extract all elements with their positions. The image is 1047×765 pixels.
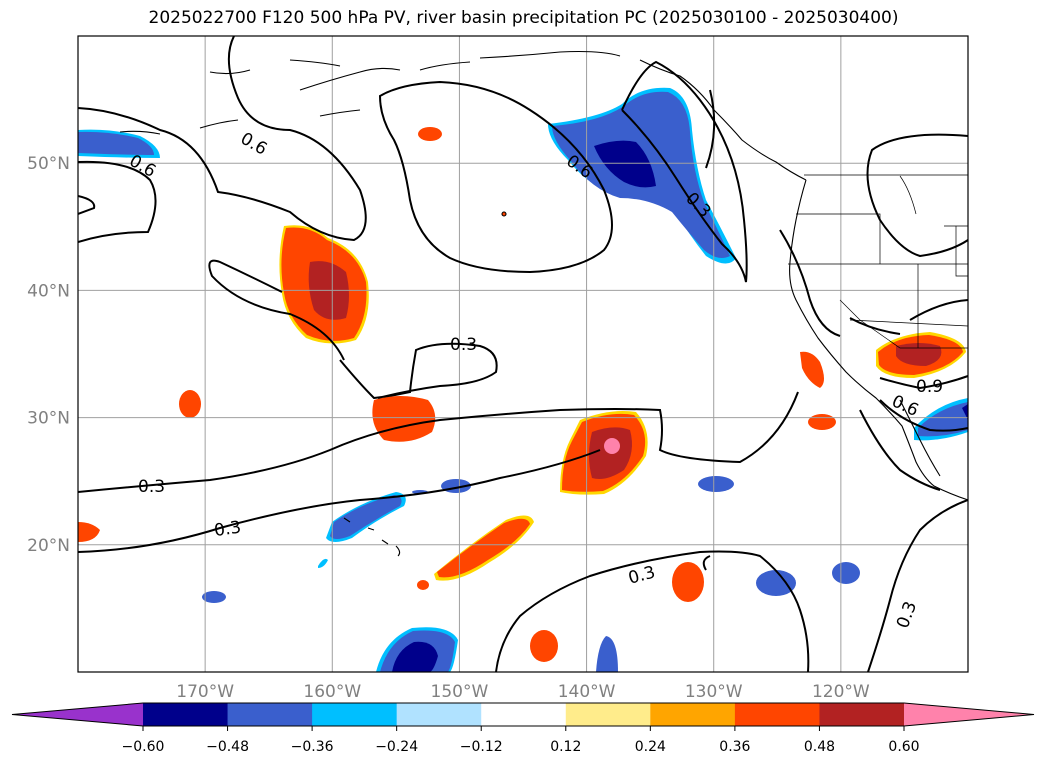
colorbar-segment [734,703,820,726]
colorbar-tick-label: −0.48 [206,739,249,755]
colorbar-segment [396,703,482,726]
colorbar-tick-label: 0.36 [719,739,750,755]
pv-contour-0.3-subtropical [78,391,799,493]
longitude-labels: 170°W 160°W 150°W 140°W 130°W 120°W [176,682,870,702]
colorbar [11,702,1035,731]
colorbar-extend-high [904,703,1034,726]
colorbar-tick-label: −0.36 [291,739,334,755]
colorbar-tick-label: 0.24 [635,739,666,755]
lat-tick-label: 20°N [27,536,70,556]
contour-label: 0.3 [213,518,243,542]
pv-contours [78,36,968,672]
pv-contour-0.3-gulf [621,60,748,283]
lon-tick-label: 140°W [558,682,616,702]
pv-contour-0.3-mid [339,342,498,400]
lat-tick-label: 40°N [27,281,70,301]
lon-tick-label: 150°W [431,682,489,702]
colorbar-segment [227,703,313,726]
map-plot-area: 0.6 0.6 0.6 0.3 0.3 0.3 0.3 0.3 0.3 0.9 … [78,36,968,672]
pv-contour-0.6-north [78,36,367,242]
precip-anomaly-fields [78,87,968,672]
map-title: 2025022700 F120 500 hPa PV, river basin … [148,8,899,28]
colorbar-tick-label: 0.48 [804,739,835,755]
colorbar-segment [312,703,398,726]
pv-contour-0.6-southwest [879,399,968,432]
lon-tick-label: 170°W [176,682,234,702]
colorbar-tick-label: 0.12 [550,739,581,755]
colorbar-segment [143,703,229,726]
colorbar-segment [650,703,736,726]
lon-tick-label: 120°W [812,682,870,702]
colorbar-tick-label: −0.60 [122,739,165,755]
lon-tick-label: 160°W [303,682,361,702]
pv-contour-0.9 [879,375,968,390]
colorbar-segment [565,703,651,726]
pv-contour-0.6-west [78,195,96,215]
colorbar-tick-label: −0.24 [375,739,418,755]
pv-contour-0.6-gulf [378,80,613,274]
colorbar-segment [481,703,567,726]
contour-label: 0.3 [450,335,477,355]
contour-label: 0.3 [138,477,165,497]
hawaii-islands [343,517,401,557]
colorbar-extend-low [12,703,143,726]
colorbar-tick-label: −0.12 [460,739,503,755]
colorbar-tick-label: 0.60 [888,739,919,755]
political-borders [788,174,968,349]
baja-peninsula [899,399,941,477]
pv-contour-0.3-south [495,550,810,672]
map-frame [77,35,969,673]
lon-tick-label: 130°W [685,682,743,702]
lat-tick-label: 30°N [27,409,70,429]
colorbar-segment [819,703,905,726]
lat-tick-label: 50°N [27,154,70,174]
latitude-labels: 50°N 40°N 30°N 20°N [27,154,70,556]
colorbar-labels: −0.60 −0.48 −0.36 −0.24 −0.12 0.12 0.24 0.36 0.4… [122,739,920,755]
contour-label: 0.9 [916,377,943,397]
